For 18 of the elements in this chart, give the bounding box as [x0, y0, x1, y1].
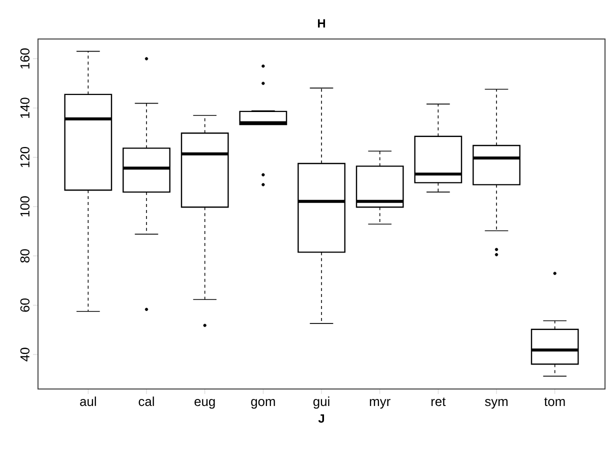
y-tick-label: 100: [20, 196, 30, 216]
x-tick-label: gom: [251, 398, 275, 409]
y-tick-label: 160: [20, 48, 30, 69]
x-tick-label: tom: [544, 398, 565, 406]
y-tick-label: 140: [20, 98, 30, 118]
y-tick-label: 120: [20, 147, 30, 168]
y-tick-label: 60: [20, 298, 30, 312]
x-tick-label: aul: [80, 396, 96, 406]
x-tick-label: sym: [485, 398, 508, 409]
x-tick-label: gui: [313, 396, 330, 409]
x-tick-label: eug: [194, 398, 215, 409]
y-tick-label: 80: [20, 249, 30, 263]
x-axis-title: J: [318, 414, 324, 423]
x-tick-label: cal: [138, 396, 154, 406]
x-tick-label: myr: [370, 398, 390, 409]
y-tick-label: 40: [20, 348, 30, 362]
x-tick-label: ret: [431, 398, 446, 406]
chart-title: H: [318, 19, 326, 28]
